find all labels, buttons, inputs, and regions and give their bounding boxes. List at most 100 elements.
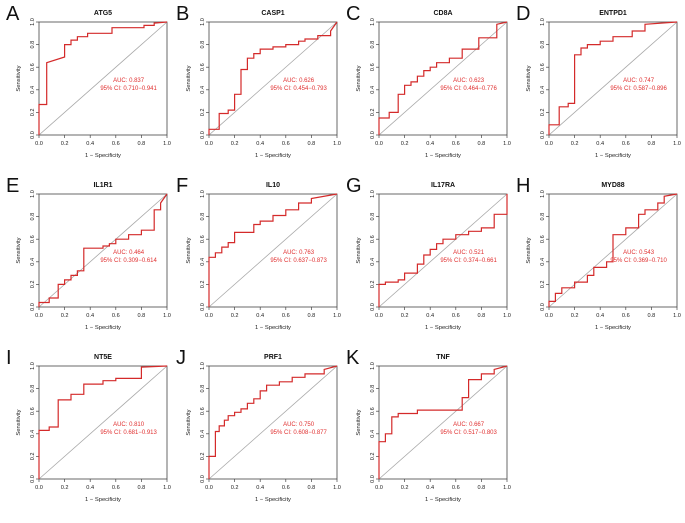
plot-frame	[38, 193, 168, 308]
panel-letter: J	[176, 347, 186, 369]
x-axis-label: 1 − Specificity	[255, 153, 291, 159]
y-tick-label: 0.0	[30, 475, 36, 483]
x-tick-label: 1.0	[163, 485, 171, 491]
y-axis-label: Sensitivity	[526, 65, 532, 91]
ci-label: 95% CI: 0.608−0.877	[270, 430, 327, 436]
x-tick-label: 1.0	[503, 485, 511, 491]
plot-frame	[378, 21, 508, 136]
roc-panel-myd88: H MYD88 0.0 0.2 0.4 0.6 0.8 1.0 0.0 0.2 0.4 0.6 0.8 1…	[516, 175, 681, 331]
x-tick-label: 0.2	[401, 485, 409, 491]
auc-label: AUC: 0.626	[283, 78, 315, 84]
x-tick-label: 0.0	[375, 485, 383, 491]
y-axis-label: Sensitivity	[356, 409, 362, 435]
plot-frame	[208, 193, 338, 308]
chance-diagonal	[208, 193, 338, 308]
x-tick-label: 0.4	[426, 313, 434, 319]
auc-label: AUC: 0.623	[453, 78, 485, 84]
panel-title: CASP1	[261, 10, 284, 17]
x-tick-label: 0.8	[138, 141, 146, 147]
y-tick-label: 0.0	[540, 131, 546, 139]
y-tick-label: 0.8	[370, 213, 376, 221]
y-tick-label: 0.2	[370, 109, 376, 117]
y-tick-label: 0.2	[30, 281, 36, 289]
roc-curve	[208, 21, 338, 135]
roc-curve	[548, 21, 678, 135]
x-tick-label: 0.8	[138, 485, 146, 491]
auc-label: AUC: 0.667	[453, 422, 485, 428]
y-tick-label: 0.0	[540, 303, 546, 311]
x-axis-label: 1 − Specificity	[595, 325, 631, 331]
ci-label: 95% CI: 0.464−0.776	[440, 86, 497, 92]
x-tick-label: 0.8	[648, 313, 656, 319]
plot-frame	[548, 21, 678, 136]
x-tick-label: 0.4	[256, 313, 264, 319]
panel-letter: A	[6, 3, 20, 25]
ci-label: 95% CI: 0.681−0.913	[100, 430, 157, 436]
y-tick-label: 1.0	[370, 362, 376, 370]
roc-curve	[38, 21, 168, 135]
panel-letter: D	[516, 3, 530, 25]
x-tick-label: 0.0	[35, 313, 43, 319]
y-tick-label: 0.8	[200, 385, 206, 393]
ci-label: 95% CI: 0.637−0.873	[270, 258, 327, 264]
x-tick-label: 1.0	[333, 141, 341, 147]
roc-curve	[378, 194, 508, 307]
x-tick-label: 0.8	[478, 141, 486, 147]
x-tick-label: 0.2	[231, 313, 239, 319]
x-tick-label: 0.2	[231, 485, 239, 491]
x-tick-label: 0.4	[86, 141, 94, 147]
x-tick-label: 0.6	[282, 141, 290, 147]
x-axis-label: 1 − Specificity	[425, 325, 461, 331]
roc-panel-casp1: B CASP1 0.0 0.2 0.4 0.6 0.8 1.0 0.0 0.2 0.4 0.6 0.8 1…	[176, 3, 341, 159]
y-tick-label: 1.0	[200, 190, 206, 198]
panel-title: IL17RA	[431, 182, 455, 189]
panel-title: IL10	[266, 182, 280, 189]
y-tick-label: 1.0	[30, 18, 36, 26]
plot-frame	[378, 365, 508, 480]
chance-diagonal	[548, 21, 678, 136]
roc-curve	[38, 365, 168, 479]
y-tick-label: 0.6	[200, 63, 206, 71]
y-tick-label: 1.0	[200, 18, 206, 26]
x-tick-label: 0.8	[478, 313, 486, 319]
roc-curve	[38, 193, 168, 307]
chance-diagonal	[208, 365, 338, 480]
y-tick-label: 0.8	[370, 385, 376, 393]
x-tick-label: 0.8	[308, 485, 316, 491]
y-tick-label: 0.4	[540, 258, 546, 266]
x-tick-label: 0.2	[61, 141, 69, 147]
x-tick-label: 0.0	[375, 141, 383, 147]
x-tick-label: 0.2	[401, 313, 409, 319]
x-axis-label: 1 − Specificity	[85, 153, 121, 159]
x-axis-label: 1 − Specificity	[425, 153, 461, 159]
y-tick-label: 0.4	[370, 258, 376, 266]
x-tick-label: 0.6	[452, 141, 460, 147]
y-tick-label: 0.2	[370, 281, 376, 289]
chance-diagonal	[38, 21, 168, 136]
y-tick-label: 0.2	[200, 109, 206, 117]
roc-panel-nt5e: I NT5E 0.0 0.2 0.4 0.6 0.8 1.0 0.0 0.2 0.4 0.6 0.8 1.…	[6, 347, 171, 503]
auc-label: AUC: 0.750	[283, 422, 315, 428]
y-tick-label: 0.0	[30, 131, 36, 139]
y-tick-label: 0.6	[30, 63, 36, 71]
panel-letter: E	[6, 175, 19, 197]
plot-frame	[38, 21, 168, 136]
y-tick-label: 1.0	[30, 362, 36, 370]
x-tick-label: 0.0	[375, 313, 383, 319]
roc-panel-atg5: A ATG5 0.0 0.2 0.4 0.6 0.8 1.0 0.0 0.2 0.4 0.6 0.8 1.…	[6, 3, 171, 159]
y-tick-label: 0.6	[370, 235, 376, 243]
x-axis-label: 1 − Specificity	[85, 325, 121, 331]
x-tick-label: 1.0	[163, 141, 171, 147]
x-tick-label: 0.6	[452, 313, 460, 319]
auc-label: AUC: 0.543	[623, 250, 655, 256]
y-tick-label: 0.6	[200, 407, 206, 415]
y-tick-label: 0.6	[370, 63, 376, 71]
roc-panel-il17ra: G IL17RA 0.0 0.2 0.4 0.6 0.8 1.0 0.0 0.2 0.4 0.6 0.8…	[346, 175, 511, 331]
x-tick-label: 0.4	[426, 141, 434, 147]
panel-title: IL1R1	[93, 182, 112, 189]
chance-diagonal	[208, 21, 338, 136]
chance-diagonal	[38, 365, 168, 480]
x-tick-label: 0.2	[61, 313, 69, 319]
y-tick-label: 0.0	[370, 131, 376, 139]
